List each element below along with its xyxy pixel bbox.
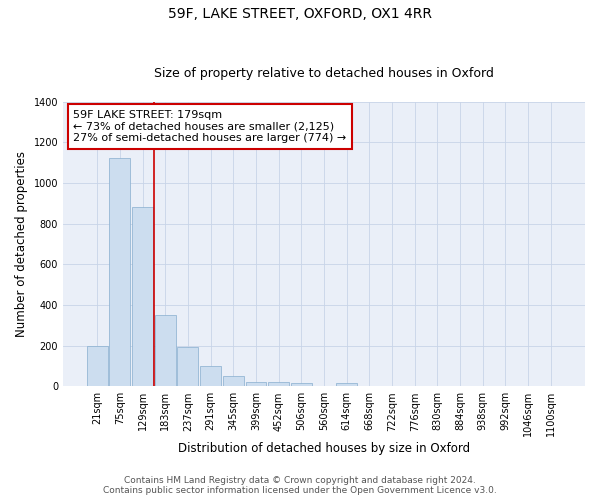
Text: Contains HM Land Registry data © Crown copyright and database right 2024.
Contai: Contains HM Land Registry data © Crown c… <box>103 476 497 495</box>
Text: 59F LAKE STREET: 179sqm
← 73% of detached houses are smaller (2,125)
27% of semi: 59F LAKE STREET: 179sqm ← 73% of detache… <box>73 110 347 143</box>
Bar <box>268 382 289 386</box>
Text: 59F, LAKE STREET, OXFORD, OX1 4RR: 59F, LAKE STREET, OXFORD, OX1 4RR <box>168 8 432 22</box>
Title: Size of property relative to detached houses in Oxford: Size of property relative to detached ho… <box>154 66 494 80</box>
Bar <box>245 382 266 386</box>
Bar <box>291 382 312 386</box>
Bar <box>109 158 130 386</box>
Bar <box>155 315 176 386</box>
Bar <box>132 208 153 386</box>
X-axis label: Distribution of detached houses by size in Oxford: Distribution of detached houses by size … <box>178 442 470 455</box>
Bar <box>223 376 244 386</box>
Bar <box>336 384 357 386</box>
Y-axis label: Number of detached properties: Number of detached properties <box>15 151 28 337</box>
Bar <box>200 366 221 386</box>
Bar <box>87 346 107 387</box>
Bar <box>178 348 199 387</box>
